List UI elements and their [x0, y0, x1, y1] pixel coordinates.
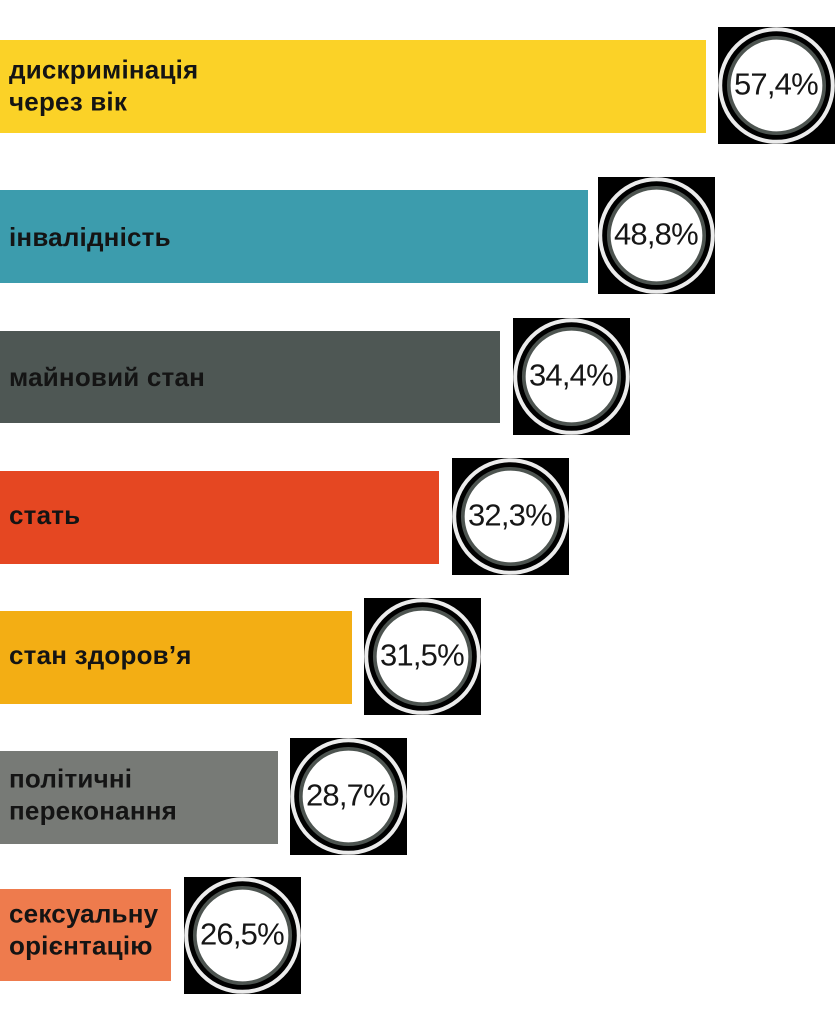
svg-text:57,4%: 57,4% — [734, 67, 818, 102]
svg-text:28,7%: 28,7% — [306, 778, 390, 813]
svg-text:48,8%: 48,8% — [614, 217, 698, 252]
svg-text:34,4%: 34,4% — [529, 358, 613, 393]
svg-text:31,5%: 31,5% — [380, 638, 464, 673]
svg-text:32,3%: 32,3% — [468, 498, 552, 533]
svg-text:26,5%: 26,5% — [200, 917, 284, 952]
